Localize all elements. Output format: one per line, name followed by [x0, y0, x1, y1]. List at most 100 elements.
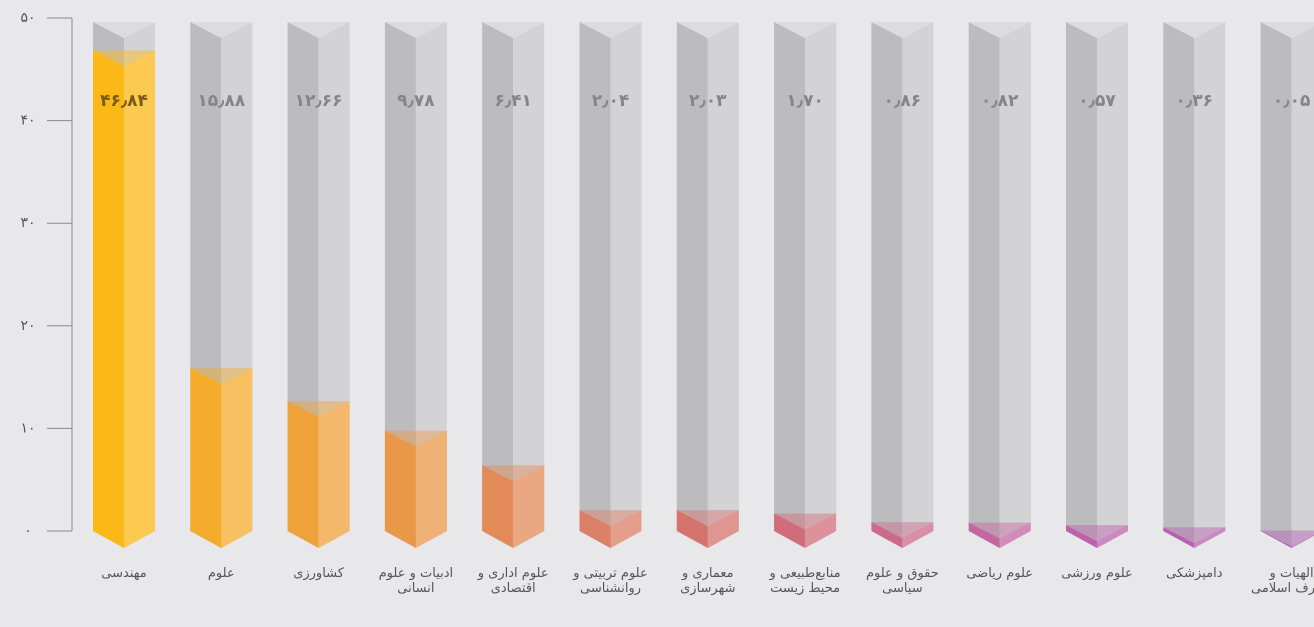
bar-left	[871, 522, 903, 548]
bar-right-shade	[221, 368, 253, 548]
bar-right	[707, 510, 739, 548]
bar-left	[968, 522, 1000, 548]
bar-right	[1097, 525, 1128, 548]
bar-right-shade	[1291, 534, 1314, 548]
bar-background-right	[513, 22, 545, 548]
bar	[287, 401, 350, 548]
bar-background-top	[190, 22, 253, 38]
bar	[93, 50, 155, 548]
bar-left	[1163, 527, 1195, 548]
bar-background-right	[999, 22, 1031, 548]
bar-background-top	[579, 22, 642, 38]
bar-background-top	[1066, 22, 1128, 38]
bar-right	[805, 513, 837, 548]
bar-top	[968, 522, 1031, 539]
bar-right	[124, 50, 155, 548]
x-tick-label: منابع‌طبیعی و محیط زیست	[769, 566, 841, 596]
bar-left	[190, 368, 222, 548]
bar-right	[318, 401, 350, 548]
bar-top	[287, 401, 350, 418]
bar-left	[287, 401, 319, 548]
bar-background-left	[676, 22, 708, 548]
y-tick-label: ۲۰	[20, 318, 35, 334]
bar-background-top	[871, 22, 934, 38]
bar-background-right	[902, 22, 934, 548]
x-tick-label: علوم	[207, 566, 235, 581]
bar	[190, 368, 253, 548]
bar-background-left	[1260, 22, 1292, 548]
bar-background-right	[1194, 22, 1226, 548]
x-tick-label: علوم تربیتی و روانشناسی	[573, 566, 648, 596]
bar	[482, 465, 545, 548]
bar-top	[871, 522, 934, 539]
bar-left	[774, 513, 806, 548]
bar-background	[1163, 22, 1226, 548]
bar-right	[999, 522, 1031, 548]
bar	[384, 430, 447, 548]
bar-background	[482, 22, 545, 548]
value-label: ۲٫۰۴	[592, 91, 629, 111]
bar-right-shade	[124, 50, 155, 548]
bar-right-shade	[1194, 527, 1226, 548]
x-tick-label: کشاورزی	[293, 566, 344, 581]
bar	[579, 510, 642, 548]
value-label: ۰٫۳۶	[1176, 91, 1213, 111]
bar-right-shade	[805, 513, 837, 548]
bar-right-shade	[902, 522, 934, 548]
bar-right	[902, 522, 934, 548]
x-tick-label: الهیات و معارف اسلامی	[1251, 566, 1314, 596]
bar-background	[676, 22, 739, 548]
bar-background	[968, 22, 1031, 548]
bar-left	[579, 510, 611, 548]
bar-background-top	[93, 22, 155, 38]
bar-right	[1291, 534, 1314, 548]
x-tick-label: ادبیات و علوم انسانی	[378, 566, 454, 596]
bar-right-shade	[1097, 525, 1128, 548]
bar-right-shade	[318, 401, 350, 548]
bar-background-left	[968, 22, 1000, 548]
bar-background-top	[482, 22, 545, 38]
bar-background-right	[707, 22, 739, 548]
bar-background-left	[774, 22, 806, 548]
x-tick-label: حقوق و علوم سیاسی	[865, 566, 939, 596]
bar-right	[513, 465, 545, 548]
bar	[871, 522, 934, 548]
bar-top	[384, 430, 447, 447]
bar-background-left	[1066, 22, 1097, 548]
bar-background	[579, 22, 642, 548]
bar-background-top	[1163, 22, 1226, 38]
x-tick-label: معماری و شهرسازی	[680, 566, 736, 596]
value-label: ۶٫۴۱	[494, 91, 531, 111]
bar-top	[774, 513, 837, 530]
bar-left	[384, 430, 416, 548]
bar-background-left	[871, 22, 903, 548]
bar-right-shade	[415, 430, 447, 548]
y-tick-label: ۳۰	[20, 215, 35, 231]
bar-right-shade	[610, 510, 642, 548]
value-label: ۴۶٫۸۴	[100, 91, 148, 111]
x-tick-label: علوم ورزشی	[1061, 566, 1133, 581]
bar-background-top	[676, 22, 739, 38]
bar-background-right	[1097, 22, 1128, 548]
bar-background-left	[482, 22, 514, 548]
x-tick-label: علوم اداری و اقتصادی	[477, 566, 549, 596]
bar-background	[871, 22, 934, 548]
bar-right	[415, 430, 447, 548]
bar-background-top	[774, 22, 837, 38]
bar	[774, 513, 837, 548]
value-label: ۰٫۰۵	[1273, 91, 1310, 111]
bar-background-right	[610, 22, 642, 548]
bar-top	[1260, 530, 1314, 547]
bar-top	[1163, 527, 1226, 544]
bar-background-top	[968, 22, 1031, 38]
bar	[968, 522, 1031, 548]
y-tick-label: ۵۰	[20, 10, 35, 26]
value-label: ۲٫۰۳	[689, 91, 727, 111]
bar-background-left	[384, 22, 416, 548]
bar-top	[190, 368, 253, 385]
bar	[676, 510, 739, 548]
bar-left	[482, 465, 514, 548]
bar-left	[1260, 530, 1292, 548]
y-tick-label: ۴۰	[20, 113, 35, 129]
